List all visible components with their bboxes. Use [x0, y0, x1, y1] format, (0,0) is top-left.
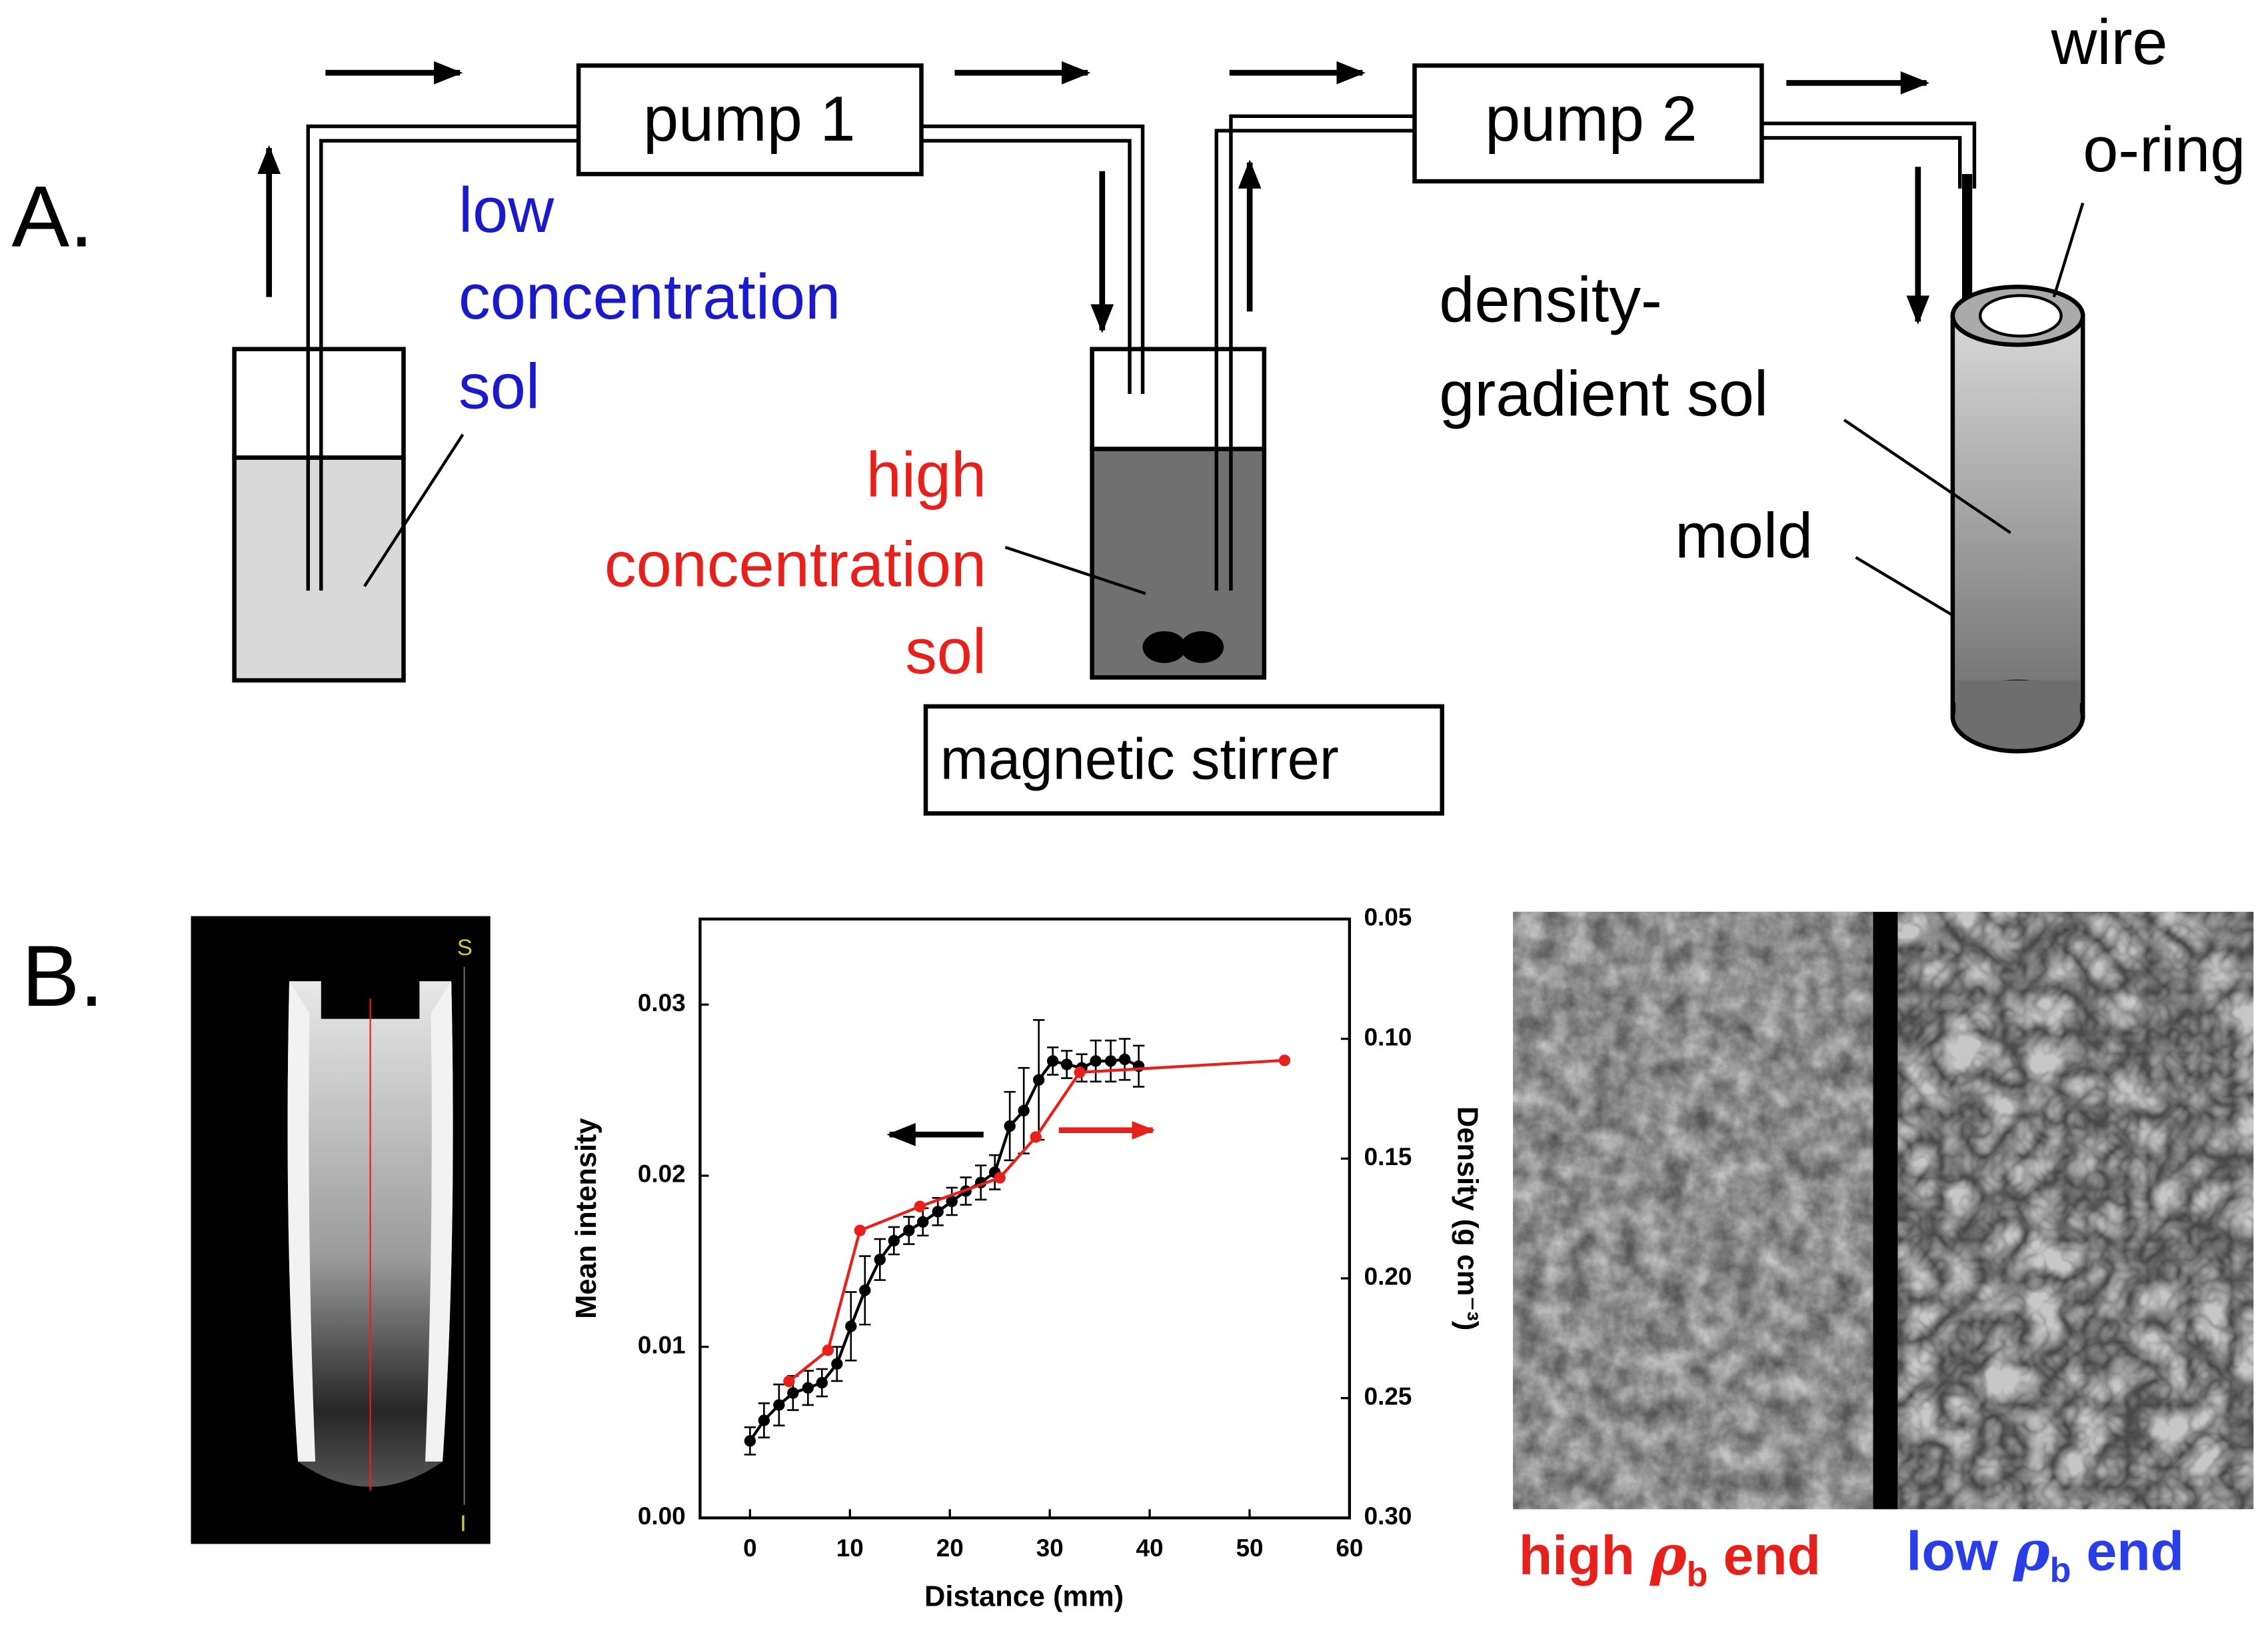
pump-label: pump 1	[643, 84, 855, 155]
data-point	[1118, 1053, 1131, 1066]
data-point	[831, 1358, 843, 1370]
y-tick-label: 0.02	[638, 1160, 686, 1188]
plot-frame	[698, 917, 1352, 1520]
data-point	[802, 1382, 814, 1394]
data-point	[787, 1387, 799, 1399]
sem-label-symbol: ρ	[1650, 1524, 1688, 1588]
x-tick-label: 0	[743, 1534, 757, 1562]
mri-label: I	[460, 1511, 467, 1536]
gradient-label: gradient sol	[1439, 359, 1768, 430]
label-line: sol	[459, 352, 540, 423]
stirrer-label: magnetic stirrer	[940, 727, 1339, 791]
data-point	[773, 1399, 785, 1411]
series-line	[748, 1058, 1140, 1442]
wire-label: wire	[2050, 7, 2167, 78]
data-point	[758, 1414, 770, 1426]
y-tick-label: 0.03	[638, 989, 686, 1016]
stirrer-box	[923, 704, 1445, 816]
data-point	[914, 1200, 926, 1212]
y2-axis-label: Density (g cm⁻³)	[1452, 1106, 1484, 1330]
data-point	[917, 1216, 929, 1228]
low-sol-label: low concentration sol	[459, 175, 840, 423]
mold	[1950, 174, 2085, 754]
y2-tick-label: 0.10	[1364, 1023, 1412, 1050]
direction-arrows	[886, 1120, 1156, 1146]
y2-tick-label: 0.20	[1364, 1263, 1412, 1290]
label-line: sol	[905, 617, 986, 687]
y2-tick-label: 0.30	[1364, 1502, 1412, 1530]
label-line: high	[866, 440, 987, 511]
sem-label-symbol: ρ	[2013, 1519, 2051, 1583]
pump-label: pump 2	[1485, 84, 1697, 155]
x-tick-label: 60	[1336, 1534, 1363, 1562]
data-point	[903, 1224, 915, 1236]
label-line: low	[459, 175, 555, 246]
flow-arrows	[257, 61, 1930, 333]
panel-label: B.	[22, 927, 104, 1024]
y2-tick-label: 0.25	[1364, 1382, 1412, 1410]
x-tick-label: 50	[1236, 1534, 1263, 1562]
x-tick-label: 20	[936, 1534, 964, 1562]
data-point	[1018, 1104, 1030, 1117]
x-axis-label: Distance (mm)	[924, 1581, 1124, 1613]
data-point	[1030, 1131, 1042, 1143]
data-point	[1032, 1074, 1045, 1086]
x-tick-label: 10	[836, 1534, 864, 1562]
x-tick-label: 40	[1136, 1534, 1164, 1562]
data-point	[946, 1195, 958, 1208]
data-point	[1278, 1054, 1291, 1066]
high-sol-label: high concentration sol	[604, 440, 986, 687]
data-point	[744, 1435, 756, 1447]
mold-label: mold	[1675, 501, 1813, 571]
oring-label: o-ring	[2083, 115, 2245, 185]
gradient-label: density-	[1439, 265, 1662, 336]
y-axis-label: Mean intensity	[570, 1118, 602, 1318]
chart: Distance (mm) Mean intensity Density (g …	[570, 904, 1483, 1613]
panel-label: A.	[11, 168, 93, 265]
y2-tick-label: 0.15	[1364, 1143, 1412, 1170]
data-point	[783, 1375, 795, 1388]
data-point	[822, 1344, 834, 1356]
y-tick-label: 0.01	[638, 1331, 686, 1358]
left-beaker	[232, 347, 406, 683]
leader-lines	[363, 202, 2085, 617]
pump-box	[576, 63, 924, 177]
right-beaker	[1090, 347, 1267, 680]
data-point	[888, 1234, 900, 1247]
label-line: concentration	[604, 530, 986, 601]
data-point	[816, 1376, 828, 1389]
data-point	[874, 1254, 886, 1266]
data-point	[1074, 1066, 1086, 1078]
data-point	[932, 1206, 944, 1218]
data-point	[1090, 1055, 1102, 1067]
data-point	[1046, 1055, 1059, 1067]
sem-label: low ρb end	[1906, 1519, 2184, 1593]
data-point	[859, 1284, 871, 1296]
data-point	[1104, 1055, 1117, 1067]
data-point	[1004, 1120, 1016, 1132]
sem-label-text: high	[1519, 1525, 1635, 1586]
y2-tick-label: 0.05	[1364, 904, 1412, 931]
data-point	[854, 1224, 866, 1236]
y-tick-label: 0.00	[638, 1502, 686, 1530]
data-point	[994, 1172, 1006, 1184]
sem-images	[1513, 911, 2254, 1510]
sem-label-sub: b	[2050, 1551, 2071, 1590]
x-tick-label: 30	[1036, 1534, 1064, 1562]
mri-label: S	[457, 935, 473, 960]
sem-label-text: end	[2086, 1520, 2184, 1582]
label-line: concentration	[459, 262, 840, 333]
pump-box	[1412, 63, 1764, 184]
sem-label: high ρb end	[1519, 1524, 1821, 1598]
data-point	[845, 1320, 857, 1332]
sem-label-text: low	[1906, 1520, 1998, 1582]
series-line	[788, 1058, 1285, 1383]
data-point	[1060, 1058, 1073, 1070]
mri-image: S I	[191, 916, 491, 1544]
sem-label-text: end	[1723, 1525, 1821, 1586]
sem-label-sub: b	[1687, 1555, 1708, 1594]
